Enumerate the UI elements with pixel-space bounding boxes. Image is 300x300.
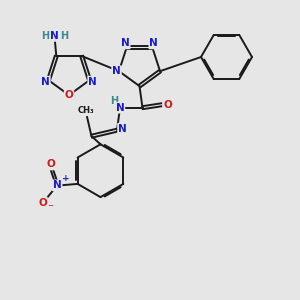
Text: N: N bbox=[121, 38, 130, 48]
Text: O: O bbox=[38, 197, 47, 208]
Text: N: N bbox=[116, 103, 124, 113]
Text: H: H bbox=[41, 31, 49, 41]
Text: H: H bbox=[110, 96, 118, 106]
Text: N: N bbox=[118, 124, 127, 134]
Text: N: N bbox=[50, 31, 59, 41]
Text: N: N bbox=[149, 38, 158, 48]
Text: N: N bbox=[112, 66, 121, 76]
Text: ⁻: ⁻ bbox=[47, 203, 53, 214]
Text: +: + bbox=[62, 174, 69, 183]
Text: CH₃: CH₃ bbox=[76, 106, 94, 115]
Text: O: O bbox=[163, 100, 172, 110]
Text: CH₃: CH₃ bbox=[77, 106, 94, 115]
Text: O: O bbox=[46, 159, 55, 170]
Text: N: N bbox=[41, 77, 50, 87]
Text: N: N bbox=[53, 180, 62, 190]
Text: H: H bbox=[60, 31, 68, 41]
Text: N: N bbox=[88, 77, 97, 87]
Text: O: O bbox=[64, 90, 74, 100]
